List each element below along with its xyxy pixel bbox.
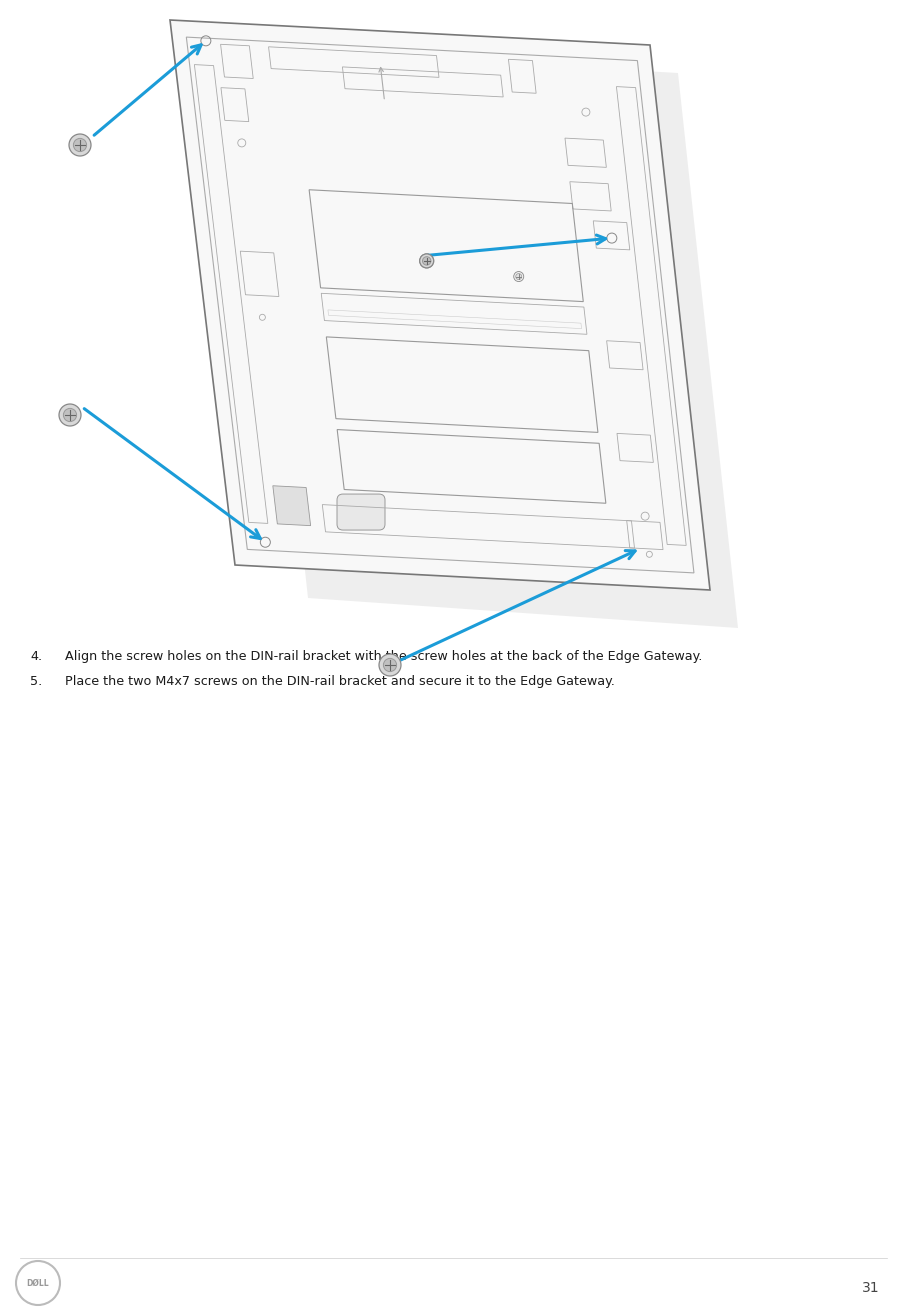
- Circle shape: [379, 654, 401, 676]
- Circle shape: [16, 1261, 60, 1305]
- Circle shape: [59, 404, 81, 426]
- Text: DØLL: DØLL: [26, 1279, 49, 1287]
- Text: 4.: 4.: [30, 650, 42, 663]
- Circle shape: [69, 134, 91, 157]
- Circle shape: [73, 138, 86, 151]
- Circle shape: [420, 254, 434, 268]
- Text: 5.: 5.: [30, 675, 43, 688]
- Circle shape: [384, 658, 396, 671]
- Circle shape: [63, 408, 76, 421]
- Text: Align the screw holes on the DIN-rail bracket with the screw holes at the back o: Align the screw holes on the DIN-rail br…: [65, 650, 702, 663]
- Text: 31: 31: [863, 1280, 880, 1295]
- Circle shape: [423, 257, 431, 265]
- Circle shape: [423, 257, 431, 265]
- Circle shape: [420, 254, 434, 268]
- Circle shape: [513, 271, 523, 282]
- Circle shape: [516, 274, 522, 279]
- Polygon shape: [273, 486, 310, 525]
- Polygon shape: [170, 20, 710, 590]
- FancyBboxPatch shape: [337, 494, 385, 530]
- Polygon shape: [248, 47, 738, 628]
- Text: Place the two M4x7 screws on the DIN-rail bracket and secure it to the Edge Gate: Place the two M4x7 screws on the DIN-rai…: [65, 675, 615, 688]
